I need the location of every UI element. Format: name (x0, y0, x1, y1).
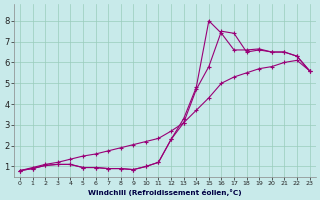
X-axis label: Windchill (Refroidissement éolien,°C): Windchill (Refroidissement éolien,°C) (88, 189, 242, 196)
